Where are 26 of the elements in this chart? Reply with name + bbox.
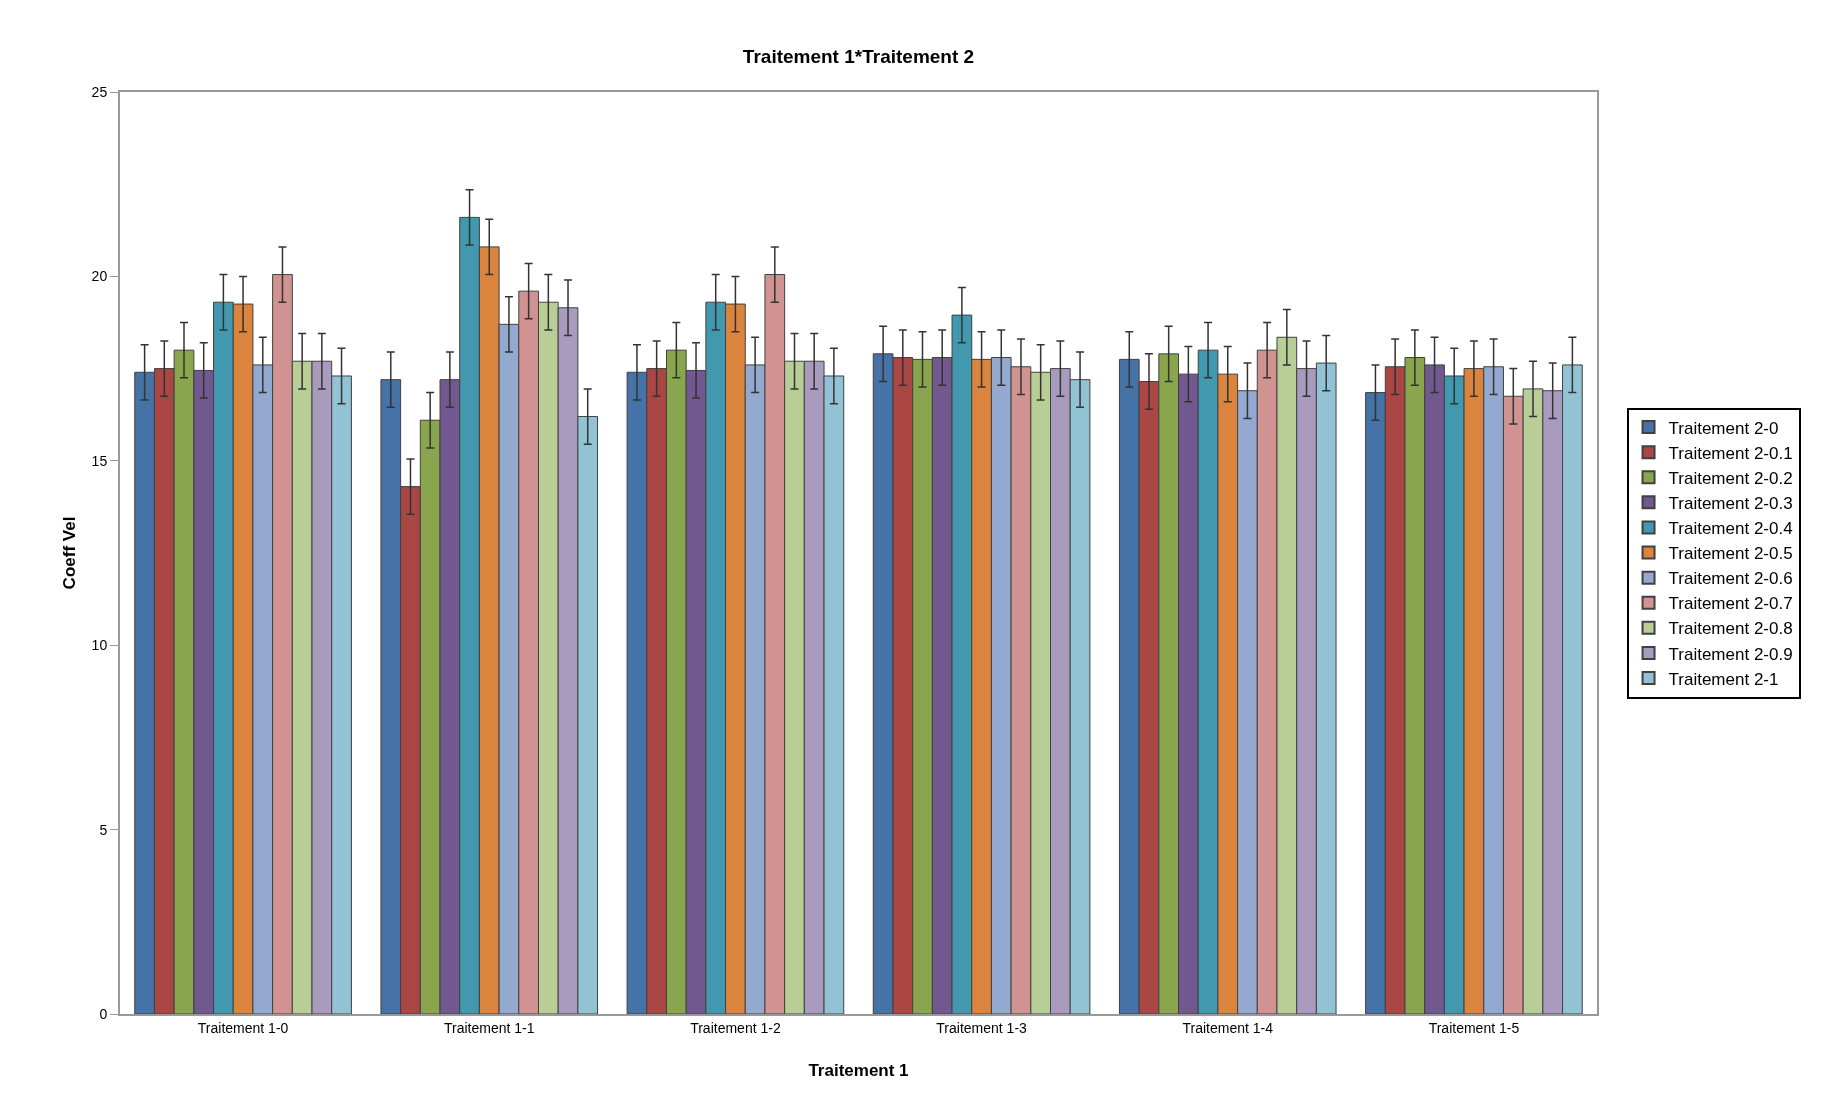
legend-label: Traitement 2-0.4: [1668, 519, 1793, 539]
legend-label: Traitement 2-0.9: [1668, 644, 1793, 664]
legend-label: Traitement 2-0.2: [1668, 468, 1793, 488]
legend-label: Traitement 2-1: [1668, 669, 1779, 689]
legend-label: Traitement 2-0.1: [1668, 443, 1793, 463]
y-tick-label: 10: [91, 637, 108, 654]
legend-label: Traitement 2-0.3: [1668, 493, 1793, 513]
y-tick-label: 20: [91, 268, 108, 285]
x-tick-label: Traitement 1-5: [1428, 1019, 1520, 1036]
chart-title: Traitement 1*Traitement 2: [742, 46, 975, 68]
y-tick-label: 5: [99, 821, 108, 838]
legend-label: Traitement 2-0.8: [1668, 619, 1793, 639]
legend-label: Traitement 2-0.6: [1668, 569, 1793, 589]
x-axis-title: Traitement 1: [808, 1061, 909, 1080]
x-tick-label: Traitement 1-3: [936, 1019, 1028, 1036]
x-tick-label: Traitement 1-0: [197, 1019, 289, 1036]
y-tick-label: 15: [91, 452, 108, 469]
legend-label: Traitement 2-0.5: [1668, 544, 1793, 564]
y-tick-label: 25: [91, 83, 108, 100]
x-tick-label: Traitement 1-4: [1182, 1019, 1274, 1036]
y-axis-title: Coeff Vel: [60, 516, 79, 590]
y-tick-label: 0: [99, 1005, 108, 1022]
legend-label: Traitement 2-0: [1668, 418, 1779, 438]
legend-label: Traitement 2-0.7: [1668, 594, 1793, 614]
x-tick-label: Traitement 1-1: [443, 1019, 535, 1036]
x-tick-label: Traitement 1-2: [690, 1019, 781, 1036]
